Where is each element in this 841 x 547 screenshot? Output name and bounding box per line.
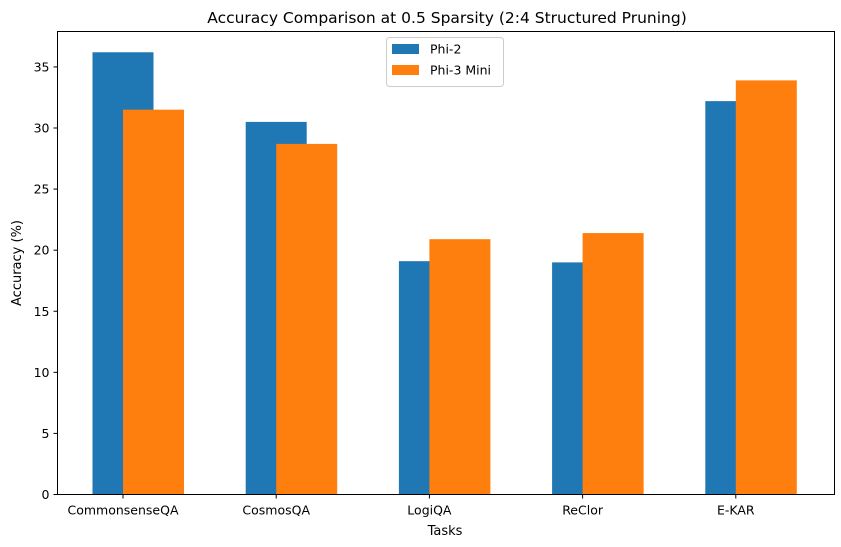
- y-axis-label: Accuracy (%): [10, 220, 25, 306]
- legend-label-phi-3-mini: Phi-3 Mini: [430, 63, 491, 78]
- y-tick-label: 20: [34, 243, 50, 258]
- bar-phi-3-mini-commonsenseqa: [123, 109, 184, 495]
- bar-phi-3-mini-cosmosqa: [276, 143, 338, 495]
- y-tick-label: 0: [42, 487, 50, 502]
- x-tick-label: ReClor: [562, 503, 604, 518]
- y-tick-label: 35: [34, 59, 50, 74]
- bar-phi-3-mini-reclor: [582, 233, 644, 495]
- x-tick-label: E-KAR: [717, 503, 755, 518]
- bars-group: [92, 52, 797, 495]
- y-axis: 0 5 10 15 20 25 30 35: [34, 59, 58, 502]
- bar-phi-3-mini-logiqa: [429, 239, 491, 495]
- plot-frame: [57, 31, 835, 495]
- x-tick-label: CommonsenseQA: [67, 503, 178, 518]
- x-tick-label: LogiQA: [407, 503, 452, 518]
- legend-swatch-phi-2: [392, 44, 419, 54]
- bar-phi-3-mini-e-kar: [735, 80, 797, 495]
- legend-label-phi-2: Phi-2: [430, 42, 461, 57]
- chart-title: Accuracy Comparison at 0.5 Sparsity (2:4…: [207, 9, 687, 27]
- x-axis: CommonsenseQA CosmosQA LogiQA ReClor E-KAR: [67, 494, 755, 518]
- x-axis-label: Tasks: [427, 524, 463, 539]
- legend: Phi-2 Phi-3 Mini: [386, 37, 504, 87]
- y-tick-label: 30: [34, 121, 50, 136]
- x-tick-label: CosmosQA: [242, 503, 310, 518]
- y-tick-label: 25: [34, 182, 50, 197]
- y-tick-label: 10: [34, 365, 50, 380]
- y-tick-label: 15: [34, 304, 50, 319]
- legend-swatch-phi-3-mini: [392, 65, 419, 75]
- y-tick-label: 5: [42, 426, 50, 441]
